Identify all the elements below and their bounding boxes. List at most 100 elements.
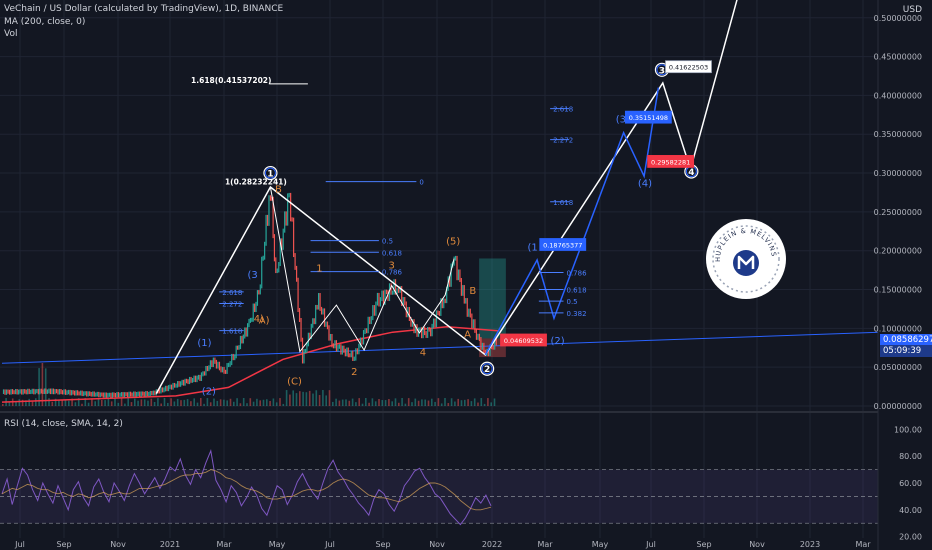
price-box-label: 0.18765377 — [543, 241, 582, 249]
volume-bar — [312, 393, 314, 406]
volume-bar — [318, 395, 321, 406]
y-tick-label: 0.05000000 — [874, 363, 922, 372]
volume-bar — [391, 401, 393, 406]
wave-label: (4) — [638, 178, 652, 189]
brand-logo: CHUPLEIN & MELVINSET — [703, 213, 786, 299]
rsi-legend[interactable]: RSI (14, close, SMA, 14, 2) — [4, 419, 123, 429]
price-box-label: 0.35151498 — [629, 114, 668, 122]
fib-label: 2.618 — [553, 106, 573, 114]
volume-bar — [200, 398, 202, 406]
volume-bar — [447, 403, 450, 406]
y-tick-label: 0.40000000 — [874, 91, 922, 100]
volume-bar — [361, 403, 364, 406]
volume-bar — [374, 401, 377, 406]
y-tick-label: 0.50000000 — [874, 14, 922, 23]
volume-bar — [124, 403, 126, 406]
y-tick-label: 0.35000000 — [874, 130, 922, 139]
wave-label: A — [464, 330, 471, 341]
volume-bar — [470, 401, 473, 406]
volume-bar — [411, 402, 413, 406]
rsi-tick-label: 20.00 — [899, 533, 922, 542]
volume-bar — [140, 399, 143, 406]
volume-bar — [431, 398, 433, 406]
fib-label: 0.382 — [567, 310, 587, 318]
chart-grid — [0, 0, 878, 538]
volume-bar — [401, 398, 403, 406]
volume-bar — [193, 398, 195, 406]
volume-bar — [345, 399, 347, 406]
volume-bar — [407, 398, 410, 406]
wave-label: (C) — [287, 376, 302, 387]
volume-bar — [421, 399, 423, 406]
volume-bar — [114, 398, 116, 406]
volume-bar — [308, 390, 311, 406]
fib-label: 0.786 — [567, 269, 588, 277]
volume-bar — [117, 402, 120, 406]
fib-label: 0.618 — [567, 287, 587, 295]
volume-bar — [417, 400, 420, 406]
wave-label: 4) — [254, 314, 264, 325]
y-axis-panel — [878, 0, 932, 550]
fib-label: 1.618(0.41537202) — [191, 76, 271, 85]
wave-projection-blue — [484, 87, 660, 356]
wave-label: B — [469, 286, 476, 297]
volume-bar — [315, 390, 318, 406]
rsi-tick-label: 100.00 — [894, 425, 922, 434]
volume-bar — [58, 400, 60, 406]
volume-bar — [299, 391, 301, 406]
volume-bar — [186, 399, 189, 406]
volume-bar — [74, 402, 77, 406]
wave-label: 3 — [389, 261, 395, 272]
y-tick-label: 0.00000000 — [874, 402, 922, 411]
fib-label: 1.618 — [553, 199, 573, 207]
volume-bar — [2, 404, 4, 406]
rsi-tick-label: 40.00 — [899, 506, 922, 515]
price-box — [500, 333, 547, 347]
volume-bar — [365, 398, 367, 406]
x-tick-label: Sep — [375, 540, 390, 549]
volume-bar — [404, 403, 407, 406]
volume-bar — [388, 399, 390, 406]
trendline — [1, 330, 925, 364]
volume-bar — [480, 398, 483, 406]
volume-bar — [368, 402, 370, 406]
wave-label: (5) — [446, 236, 460, 247]
wave-label: B — [275, 184, 282, 195]
volume-bar — [378, 399, 380, 406]
volume-bar — [127, 398, 129, 406]
volume-bar — [183, 399, 186, 406]
volume-bar — [110, 401, 113, 406]
vol-legend[interactable]: Vol — [4, 29, 18, 39]
ma-legend[interactable]: MA (200, close, 0) — [4, 17, 86, 27]
volume-bar — [269, 400, 271, 406]
volume-bar — [97, 399, 100, 406]
volume-bar — [130, 402, 133, 406]
x-tick-label: 2023 — [800, 540, 820, 549]
price-box — [647, 155, 695, 168]
volume-bar — [226, 400, 228, 406]
volume-bar — [173, 401, 176, 406]
volume-bar — [77, 398, 80, 406]
volume-bar — [233, 401, 235, 406]
rsi-tick-label: 60.00 — [899, 479, 922, 488]
volume-bar — [493, 398, 496, 406]
volume-bar — [167, 402, 169, 406]
x-tick-label: Nov — [429, 540, 445, 549]
y-tick-label: 0.20000000 — [874, 247, 922, 256]
volume-bar — [272, 398, 275, 406]
volume-bar — [487, 398, 489, 406]
volume-bar — [434, 401, 436, 406]
x-tick-label: 2021 — [160, 540, 180, 549]
x-tick-label: May — [269, 540, 286, 549]
ma200-line — [1, 326, 498, 403]
wave-label: (3 — [616, 115, 626, 126]
volume-bar — [157, 398, 159, 406]
volume-bar — [236, 398, 238, 406]
fib-label: 0.5 — [567, 298, 578, 306]
volume-bar — [68, 400, 70, 406]
x-tick-label: Mar — [537, 540, 553, 549]
volume-bar — [44, 368, 47, 406]
volume-bar — [302, 391, 304, 406]
x-tick-label: Jul — [645, 540, 656, 549]
